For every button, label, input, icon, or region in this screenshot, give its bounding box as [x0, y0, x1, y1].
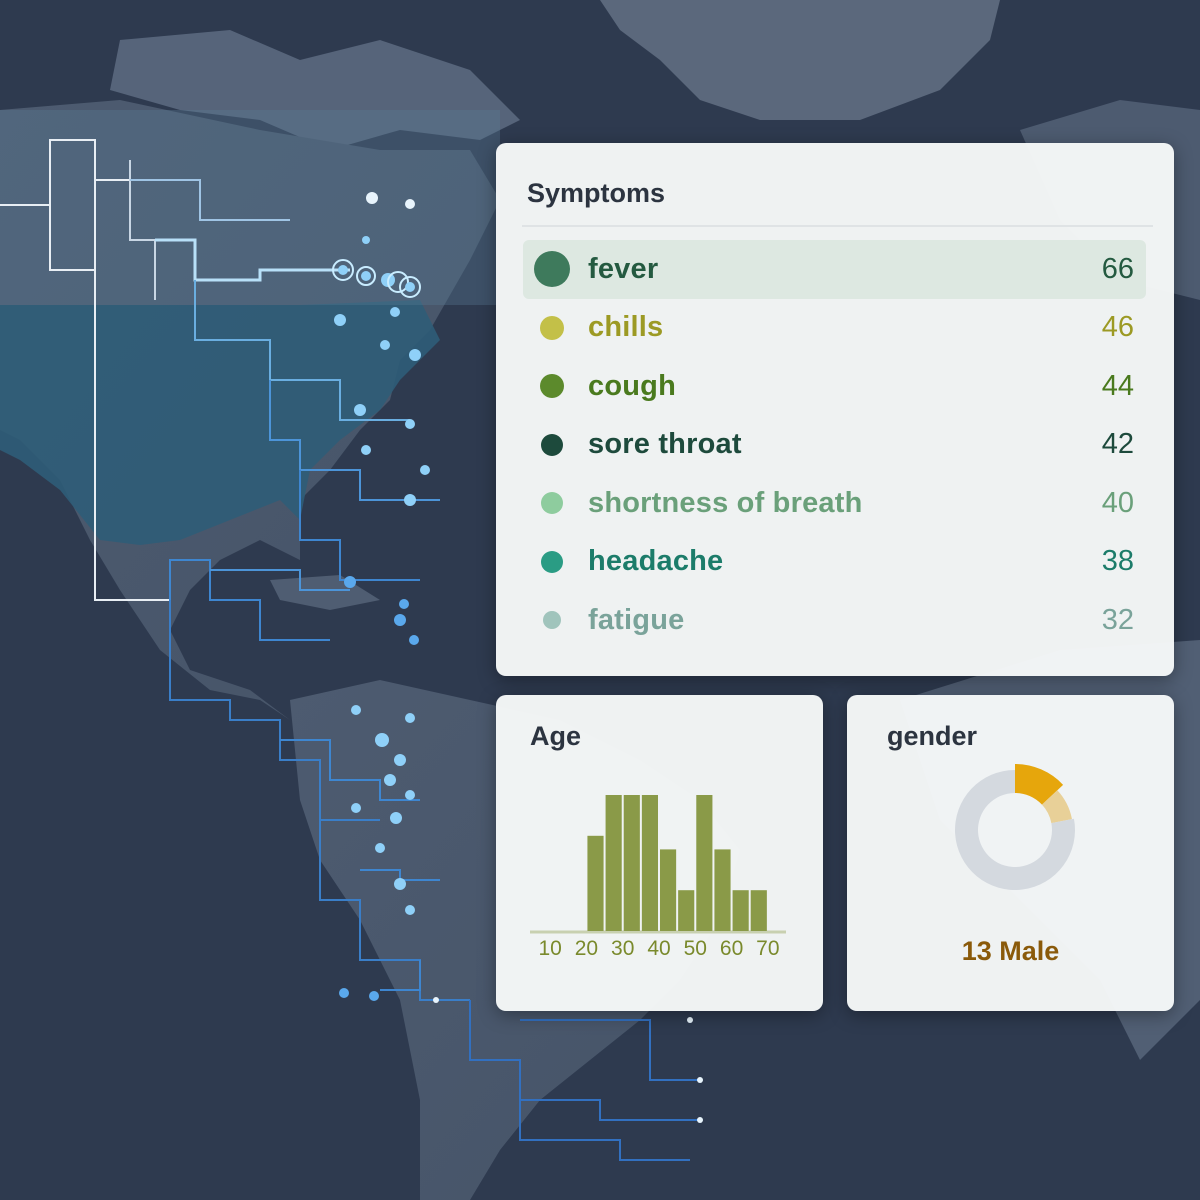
- symptom-dot-wrap: [523, 315, 581, 340]
- symptom-dot-icon: [540, 315, 564, 340]
- symptom-label: shortness of breath: [588, 486, 863, 519]
- symptom-dot-icon: [543, 611, 561, 630]
- symptom-dot-wrap: [523, 433, 581, 456]
- symptom-dot-wrap: [523, 550, 581, 573]
- age-tick-label: 60: [720, 937, 743, 960]
- symptom-label: chills: [588, 311, 664, 344]
- symptom-label: fever: [588, 252, 659, 285]
- symptom-label: cough: [588, 369, 676, 402]
- symptom-count: 38: [1101, 545, 1134, 578]
- symptom-dot-wrap: [523, 492, 581, 515]
- greenland-landmass: [600, 0, 1000, 120]
- age-panel: Age 10 20 30 40 50 60 70: [496, 695, 823, 1011]
- symptoms-title: Symptoms: [527, 178, 666, 208]
- gender-slice-rest[interactable]: [955, 770, 1075, 890]
- symptom-dot-wrap: [523, 374, 581, 399]
- symptom-dot-icon: [541, 550, 563, 573]
- symptom-count: 46: [1101, 311, 1134, 344]
- age-tick-label: 70: [756, 937, 779, 960]
- gender-caption: 13 Male: [961, 936, 1060, 966]
- symptoms-list: fever 66 chills 46 cough 44 sore throat 42 short…: [523, 240, 1146, 650]
- symptom-dot-wrap: [523, 611, 581, 630]
- symptom-count: 42: [1101, 428, 1134, 461]
- age-tick-label: 30: [611, 937, 634, 960]
- canada-highlight: [0, 110, 500, 305]
- gender-panel: gender 13 Male: [847, 695, 1174, 1011]
- age-bar[interactable]: [714, 849, 731, 931]
- age-bar[interactable]: [678, 890, 695, 931]
- phylogenetic-tree[interactable]: [0, 139, 700, 1161]
- symptom-dot-wrap: [523, 251, 581, 288]
- symptom-dot-icon: [534, 251, 570, 288]
- symptoms-divider: [522, 225, 1153, 227]
- symptom-label: headache: [588, 545, 724, 578]
- symptom-row-headache[interactable]: headache 38: [523, 533, 1146, 592]
- age-bar[interactable]: [605, 795, 622, 931]
- gender-donut-chart[interactable]: [847, 695, 1174, 1011]
- age-tick-label: 40: [647, 937, 670, 960]
- age-bar[interactable]: [750, 890, 767, 931]
- age-tick-label: 10: [538, 937, 561, 960]
- symptom-count: 66: [1101, 252, 1134, 285]
- age-title: Age: [530, 721, 582, 751]
- age-histogram[interactable]: 10 20 30 40 50 60 70: [496, 695, 823, 1011]
- symptom-dot-icon: [540, 374, 564, 399]
- arctic-islands-landmass: [110, 30, 520, 150]
- usa-highlight: [0, 300, 440, 545]
- gender-slice-male[interactable]: [1015, 764, 1064, 805]
- age-tick-label: 50: [684, 937, 707, 960]
- symptom-count: 44: [1101, 369, 1134, 402]
- symptom-row-shortness-of-breath[interactable]: shortness of breath 40: [523, 474, 1146, 533]
- symptom-row-chills[interactable]: chills 46: [523, 299, 1146, 358]
- symptom-row-sore-throat[interactable]: sore throat 42: [523, 416, 1146, 475]
- symptom-count: 40: [1101, 486, 1134, 519]
- symptom-count: 32: [1101, 603, 1134, 636]
- symptom-row-fever[interactable]: fever 66: [523, 240, 1146, 299]
- age-bar[interactable]: [660, 849, 677, 931]
- gender-title: gender: [887, 721, 978, 751]
- gender-slice-other[interactable]: [1041, 790, 1072, 824]
- age-bar[interactable]: [623, 795, 640, 931]
- symptom-label: fatigue: [588, 603, 685, 636]
- age-bar[interactable]: [732, 890, 749, 931]
- symptoms-panel: Symptoms fever 66 chills 46 cough 44 sore thro…: [496, 143, 1174, 676]
- symptom-row-fatigue[interactable]: fatigue 32: [523, 591, 1146, 650]
- symptom-dot-icon: [541, 492, 563, 515]
- age-bar[interactable]: [641, 795, 658, 931]
- age-tick-label: 20: [575, 937, 598, 960]
- age-bar[interactable]: [696, 795, 713, 931]
- tree-tips[interactable]: [332, 192, 703, 1123]
- symptom-row-cough[interactable]: cough 44: [523, 357, 1146, 416]
- age-bar[interactable]: [587, 835, 604, 931]
- symptom-dot-icon: [541, 433, 563, 456]
- symptom-label: sore throat: [588, 428, 742, 461]
